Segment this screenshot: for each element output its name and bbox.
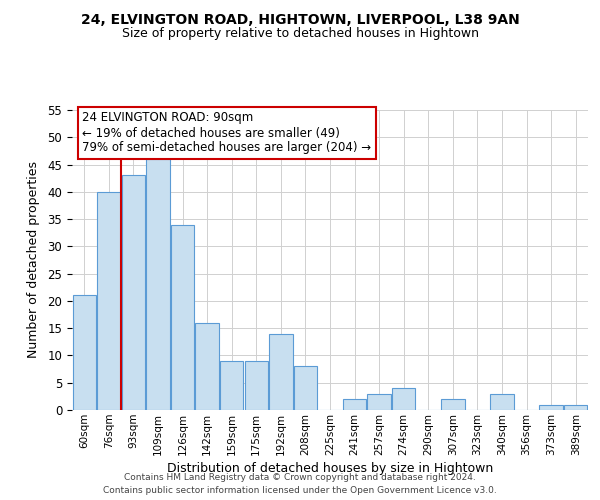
Bar [294, 366, 317, 410]
X-axis label: Distribution of detached houses by size in Hightown: Distribution of detached houses by size … [167, 462, 493, 475]
Bar [539, 404, 563, 410]
Text: Contains public sector information licensed under the Open Government Licence v3: Contains public sector information licen… [103, 486, 497, 495]
Bar [564, 404, 587, 410]
Bar [343, 399, 366, 410]
Bar [196, 322, 219, 410]
Y-axis label: Number of detached properties: Number of detached properties [28, 162, 40, 358]
Bar [122, 176, 145, 410]
Text: Size of property relative to detached houses in Hightown: Size of property relative to detached ho… [121, 28, 479, 40]
Text: Contains HM Land Registry data © Crown copyright and database right 2024.: Contains HM Land Registry data © Crown c… [124, 472, 476, 482]
Bar [269, 334, 293, 410]
Bar [392, 388, 415, 410]
Bar [441, 399, 464, 410]
Bar [97, 192, 121, 410]
Text: 24 ELVINGTON ROAD: 90sqm
← 19% of detached houses are smaller (49)
79% of semi-d: 24 ELVINGTON ROAD: 90sqm ← 19% of detach… [82, 112, 371, 154]
Bar [245, 361, 268, 410]
Bar [73, 296, 96, 410]
Bar [367, 394, 391, 410]
Text: 24, ELVINGTON ROAD, HIGHTOWN, LIVERPOOL, L38 9AN: 24, ELVINGTON ROAD, HIGHTOWN, LIVERPOOL,… [80, 12, 520, 26]
Bar [220, 361, 244, 410]
Bar [171, 224, 194, 410]
Bar [490, 394, 514, 410]
Bar [146, 159, 170, 410]
